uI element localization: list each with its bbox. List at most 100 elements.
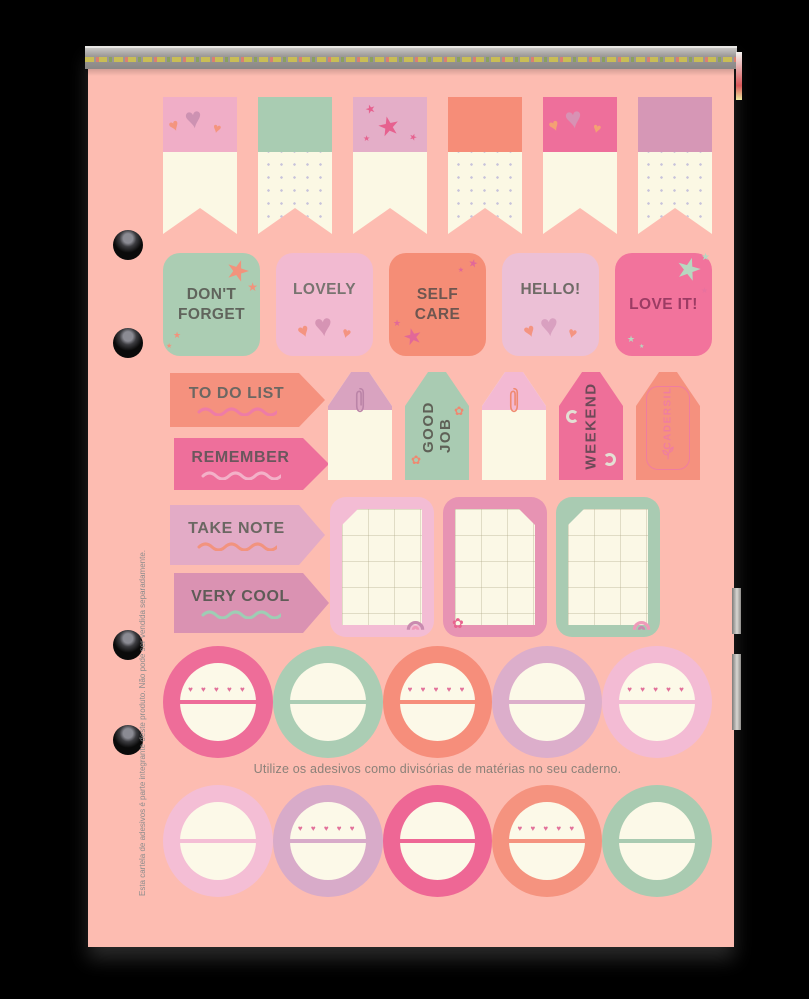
punch-hole	[113, 328, 143, 358]
star-icon: ★	[457, 267, 464, 274]
note-card-rose: ✿	[443, 497, 547, 637]
sticker-label: HELLO!	[520, 280, 581, 298]
rainbow-icon	[632, 621, 651, 630]
divider-line	[176, 700, 260, 704]
divider-sticker: ♥ ♥ ♥ ♥ ♥	[602, 646, 712, 758]
heart-icon: ♥	[294, 319, 313, 344]
punch-hole	[113, 630, 143, 660]
divider-sticker-row-2: ♥ ♥ ♥ ♥ ♥ ♥ ♥ ♥ ♥ ♥	[163, 785, 712, 897]
heart-icon: ♥	[591, 119, 604, 137]
banner-flag-coral	[448, 97, 522, 234]
tag-weekend: WEEKEND	[559, 372, 623, 480]
brand-logo-text: CADERSIL	[662, 386, 674, 450]
note-card-pink	[330, 497, 434, 637]
arrow-label: VERY COOL	[191, 587, 290, 605]
tag-good-job: ✿ ✿ GOOD JOB	[405, 372, 469, 480]
tag-sticker-row: ✿ ✿ GOOD JOB WEEKEND CADERSIL	[328, 372, 700, 480]
hearts-decoration: ♥ ♥ ♥	[502, 307, 599, 350]
divider-line	[615, 839, 699, 843]
brand-outline: CADERSIL	[646, 386, 690, 470]
wavy-underline	[197, 405, 277, 416]
star-icon: ★	[627, 334, 636, 344]
divider-line	[615, 700, 699, 704]
leaf-logo-icon	[662, 446, 674, 460]
wavy-underline	[197, 540, 277, 551]
star-icon: ★	[700, 286, 708, 295]
binding-perforation	[85, 57, 737, 62]
wavy-underline	[201, 469, 281, 480]
star-icon: ★	[166, 343, 173, 350]
divider-sticker	[272, 646, 383, 758]
flower-icon: ✿	[453, 404, 464, 418]
arrow-very-cool: VERY COOL	[174, 573, 329, 633]
note-card-row: ✿	[330, 497, 660, 637]
divider-sticker	[492, 646, 603, 758]
divider-line	[505, 700, 590, 704]
arrow-take-note: TAKE NOTE	[170, 505, 325, 565]
star-icon: ★	[363, 134, 371, 143]
banner-body	[353, 152, 427, 234]
star-icon: ★	[701, 252, 710, 263]
star-icon: ★	[400, 321, 426, 352]
hearts-row: ♥ ♥ ♥ ♥ ♥	[297, 824, 358, 833]
banner-flag-stars: ★ ★ ★ ★	[353, 97, 427, 234]
arrow-label: TO DO LIST	[188, 384, 285, 402]
page-edge-sliver	[732, 588, 741, 634]
flower-icon: ✿	[452, 615, 464, 631]
tag-label: GOOD JOB	[420, 401, 454, 453]
divider-line	[285, 839, 370, 843]
hearts-row: ♥ ♥ ♥ ♥ ♥	[188, 685, 248, 694]
star-icon: ★	[247, 280, 258, 294]
flower-icon: ✿	[411, 453, 422, 467]
hearts-row: ♥ ♥ ♥ ♥ ♥	[627, 685, 687, 694]
hearts-row: ♥ ♥ ♥ ♥ ♥	[407, 685, 468, 694]
banner-header: ♥ ♥ ♥	[543, 97, 617, 152]
sticker-label: DON'T FORGET	[178, 286, 245, 323]
star-icon: ★	[467, 257, 480, 271]
banner-flag-green	[258, 97, 332, 234]
binding-edge	[85, 46, 737, 69]
divider-sticker	[602, 785, 712, 897]
divider-sticker	[382, 785, 493, 897]
punch-hole	[113, 230, 143, 260]
crescent-moon-icon	[566, 410, 579, 423]
star-icon: ★	[393, 318, 402, 328]
banner-body	[448, 152, 522, 234]
paperclip-icon	[509, 387, 519, 413]
page-edge-sliver	[732, 654, 741, 730]
usage-caption: Utilize os adesivos como divisórias de m…	[253, 762, 622, 776]
divider-sticker: ♥ ♥ ♥ ♥ ♥	[382, 646, 493, 758]
banner-sticker-row: ♥ ♥ ♥ ★ ★ ★ ★	[163, 97, 712, 234]
heart-icon: ♥	[520, 319, 539, 344]
heart-icon: ♥	[339, 324, 354, 343]
grid-paper	[342, 509, 422, 625]
note-card-green	[556, 497, 660, 637]
heart-icon: ♥	[312, 307, 335, 344]
sticker-hello: HELLO! ♥ ♥ ♥	[502, 253, 599, 356]
paperclip-icon	[355, 387, 365, 413]
tag-paper-pink	[482, 372, 546, 480]
label-sticker-row: ★ ★ ★ ★ DON'T FORGET LOVELY ♥ ♥ ♥ ★ ★ ★ …	[163, 250, 712, 356]
heart-icon: ♥	[545, 114, 563, 137]
banner-flag-hearts-dark: ♥ ♥ ♥	[543, 97, 617, 234]
arrow-remember: REMEMBER	[174, 438, 329, 490]
crescent-moon-icon	[603, 453, 616, 466]
heart-icon: ♥	[562, 101, 585, 137]
star-icon: ★	[173, 330, 182, 340]
divider-line	[285, 700, 370, 704]
banner-body	[258, 152, 332, 234]
heart-icon: ♥	[565, 324, 580, 343]
sticker-sheet-page: ♥ ♥ ♥ ★ ★ ★ ★	[85, 46, 737, 947]
banner-header	[638, 97, 712, 152]
sticker-dont-forget: ★ ★ ★ ★ DON'T FORGET	[163, 252, 260, 356]
banner-flag-hearts: ♥ ♥ ♥	[163, 97, 237, 234]
arrow-label: TAKE NOTE	[188, 519, 285, 537]
rainbow-icon	[406, 621, 425, 630]
banner-header: ★ ★ ★ ★	[353, 97, 427, 152]
sticker-label: LOVELY	[293, 280, 356, 298]
divider-sticker: ♥ ♥ ♥ ♥ ♥	[492, 785, 603, 897]
hearts-row: ♥ ♥ ♥ ♥ ♥	[517, 824, 578, 833]
banner-body	[543, 152, 617, 234]
divider-line	[505, 839, 590, 843]
